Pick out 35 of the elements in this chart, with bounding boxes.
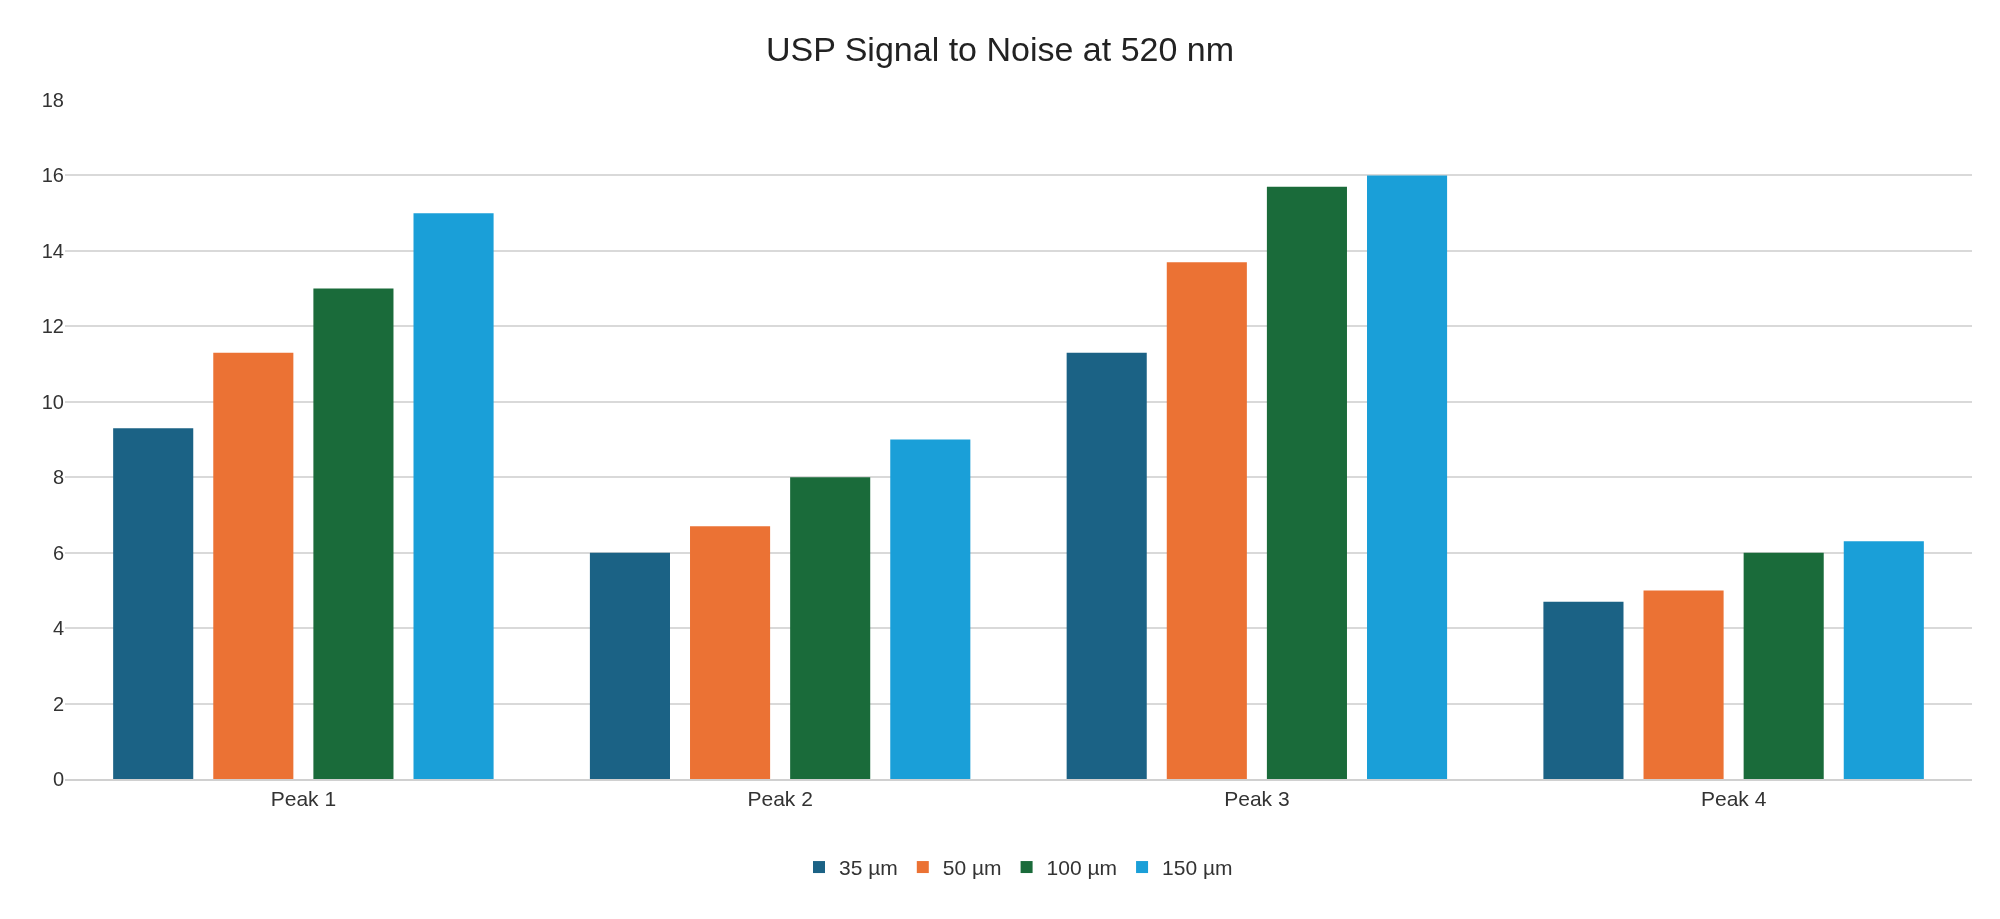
legend-label: 100 µm <box>1046 856 1118 880</box>
bar <box>413 213 494 779</box>
bar <box>113 428 194 779</box>
bar <box>690 526 771 779</box>
bar <box>1543 601 1624 779</box>
y-tick-label: 10 <box>41 390 64 413</box>
bar <box>890 439 971 779</box>
bar <box>1367 175 1448 779</box>
y-tick-label: 4 <box>52 617 64 640</box>
x-tick-label: Peak 1 <box>270 787 337 811</box>
bar <box>1643 590 1724 779</box>
y-tick-label: 12 <box>41 315 64 338</box>
legend-label: 50 µm <box>942 856 1002 880</box>
bar <box>1266 186 1347 779</box>
bar <box>313 288 394 779</box>
chart-title: USP Signal to Noise at 520 nm <box>765 29 1235 68</box>
bar <box>790 477 871 779</box>
y-tick-label: 6 <box>52 541 64 564</box>
y-tick-label: 18 <box>41 89 64 111</box>
y-tick-label: 2 <box>52 692 64 715</box>
bar <box>589 552 670 779</box>
bar <box>1743 552 1824 779</box>
bar <box>1066 352 1147 779</box>
bar <box>1166 262 1247 779</box>
y-tick-label: 14 <box>41 239 64 262</box>
legend-label: 35 µm <box>839 856 898 880</box>
y-tick-label: 0 <box>52 768 64 790</box>
y-tick-label: 8 <box>52 466 64 489</box>
bar <box>213 352 294 779</box>
x-tick-label: Peak 4 <box>1700 787 1767 811</box>
x-tick-label: Peak 3 <box>1224 787 1290 811</box>
x-tick-label: Peak 2 <box>747 787 813 811</box>
legend-label: 150 µm <box>1162 856 1233 880</box>
bar <box>1843 541 1924 779</box>
y-tick-label: 16 <box>41 164 64 187</box>
